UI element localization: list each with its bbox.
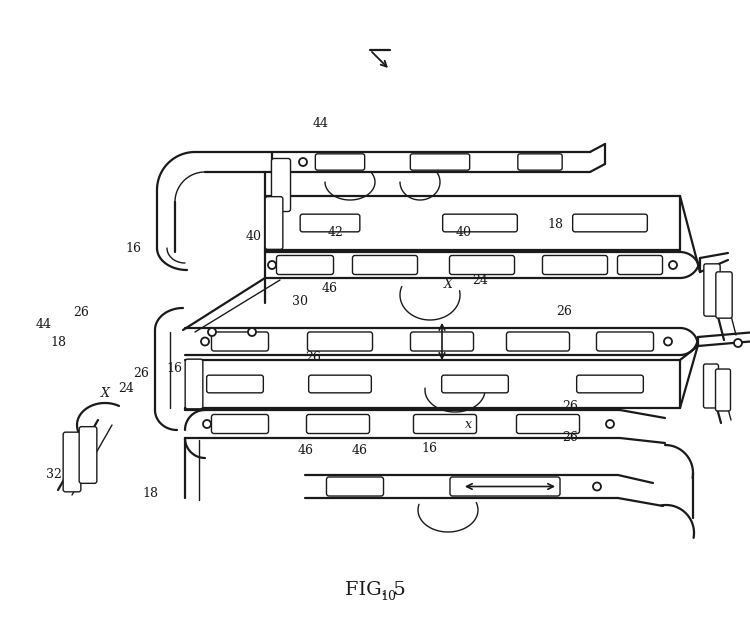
FancyBboxPatch shape: [266, 197, 283, 249]
FancyBboxPatch shape: [517, 414, 580, 434]
Text: 26: 26: [562, 400, 578, 412]
Text: 26: 26: [562, 431, 578, 444]
FancyBboxPatch shape: [449, 256, 514, 274]
FancyBboxPatch shape: [207, 375, 263, 393]
FancyBboxPatch shape: [442, 375, 509, 393]
FancyBboxPatch shape: [80, 427, 97, 483]
Circle shape: [268, 261, 276, 269]
FancyBboxPatch shape: [315, 154, 364, 170]
Circle shape: [664, 338, 672, 346]
Circle shape: [208, 328, 216, 336]
Text: 24: 24: [118, 382, 134, 395]
Text: 18: 18: [547, 219, 563, 231]
FancyBboxPatch shape: [704, 364, 718, 408]
Text: 16: 16: [125, 242, 142, 255]
Text: 26: 26: [133, 368, 149, 380]
FancyBboxPatch shape: [413, 414, 476, 434]
FancyBboxPatch shape: [211, 332, 268, 351]
Text: x: x: [464, 418, 472, 431]
Text: 26: 26: [305, 351, 322, 364]
Text: 40: 40: [245, 230, 262, 242]
FancyBboxPatch shape: [300, 214, 360, 232]
Circle shape: [201, 338, 209, 346]
Text: X: X: [444, 278, 453, 291]
FancyBboxPatch shape: [352, 256, 418, 274]
FancyBboxPatch shape: [326, 477, 383, 496]
Text: 16: 16: [421, 442, 437, 455]
FancyBboxPatch shape: [450, 477, 560, 496]
FancyBboxPatch shape: [307, 414, 370, 434]
Text: 18: 18: [142, 488, 158, 500]
Text: 24: 24: [472, 274, 488, 286]
Text: 10: 10: [380, 591, 397, 603]
Circle shape: [593, 482, 601, 491]
Text: X: X: [100, 388, 109, 400]
Circle shape: [299, 158, 307, 166]
FancyBboxPatch shape: [410, 332, 473, 351]
FancyBboxPatch shape: [185, 359, 202, 409]
Text: 16: 16: [166, 362, 182, 375]
FancyBboxPatch shape: [704, 264, 720, 316]
FancyBboxPatch shape: [716, 369, 730, 411]
FancyBboxPatch shape: [716, 272, 732, 318]
FancyBboxPatch shape: [272, 159, 290, 211]
FancyBboxPatch shape: [506, 332, 569, 351]
Text: 40: 40: [455, 226, 472, 239]
Text: 46: 46: [352, 444, 368, 456]
Circle shape: [734, 339, 742, 347]
FancyBboxPatch shape: [573, 214, 647, 232]
Text: 30: 30: [292, 295, 308, 308]
FancyBboxPatch shape: [308, 332, 373, 351]
Circle shape: [203, 420, 211, 428]
FancyBboxPatch shape: [518, 154, 562, 170]
Text: 26: 26: [73, 306, 89, 319]
FancyBboxPatch shape: [617, 256, 662, 274]
FancyBboxPatch shape: [410, 154, 470, 170]
FancyBboxPatch shape: [309, 375, 371, 393]
FancyBboxPatch shape: [442, 214, 518, 232]
FancyBboxPatch shape: [63, 432, 81, 492]
Circle shape: [669, 261, 677, 269]
FancyBboxPatch shape: [577, 375, 644, 393]
FancyBboxPatch shape: [211, 414, 268, 434]
Text: FIG. 5: FIG. 5: [344, 581, 405, 599]
FancyBboxPatch shape: [542, 256, 608, 274]
Text: 18: 18: [50, 336, 67, 349]
Text: 46: 46: [298, 444, 314, 456]
Circle shape: [248, 328, 256, 336]
FancyBboxPatch shape: [277, 256, 334, 274]
Text: 44: 44: [313, 118, 329, 130]
Text: 42: 42: [328, 226, 344, 239]
Text: 46: 46: [322, 282, 338, 295]
Text: 44: 44: [35, 319, 52, 331]
Circle shape: [606, 420, 614, 428]
FancyBboxPatch shape: [596, 332, 653, 351]
Text: 26: 26: [556, 305, 572, 318]
Text: 32: 32: [46, 469, 62, 481]
